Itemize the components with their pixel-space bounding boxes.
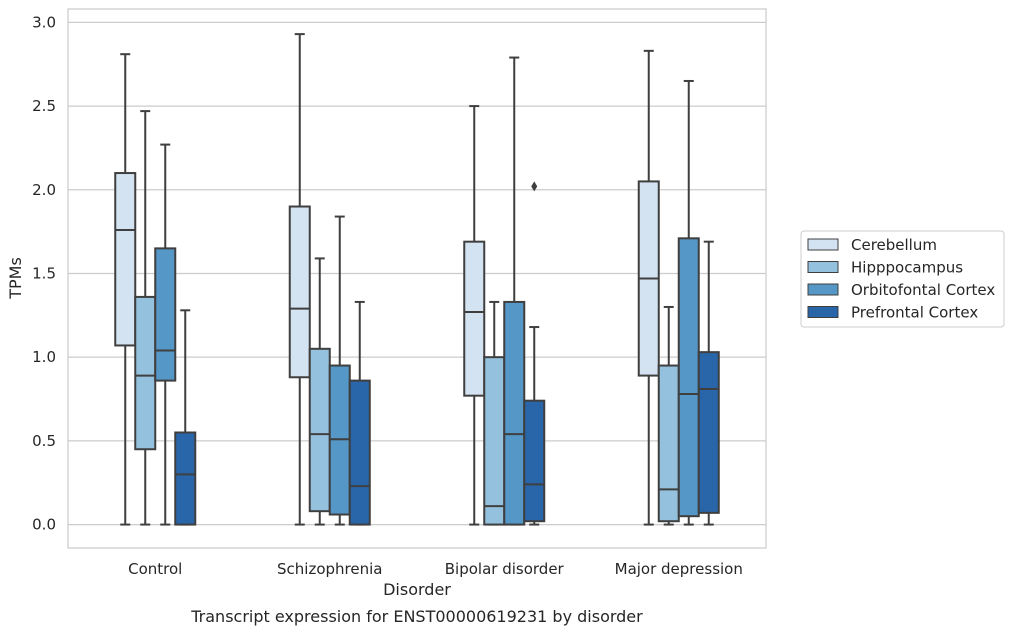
box-group xyxy=(637,49,660,526)
box-group xyxy=(503,56,526,526)
box-group xyxy=(697,240,720,526)
box xyxy=(657,364,680,523)
y-tick-label: 1.0 xyxy=(32,348,56,366)
x-tick-label: Major depression xyxy=(615,560,743,578)
legend-swatch xyxy=(807,238,839,251)
y-tick-label: 2.0 xyxy=(32,181,56,199)
boxes xyxy=(114,33,720,526)
x-tick-label: Bipolar disorder xyxy=(445,560,565,578)
box xyxy=(154,247,177,382)
x-tick-label: Control xyxy=(128,560,182,578)
y-tick-label: 3.0 xyxy=(32,13,56,31)
outlier-point xyxy=(531,181,538,192)
box xyxy=(348,379,371,526)
box xyxy=(463,240,486,397)
legend-label: Prefrontal Cortex xyxy=(851,304,978,322)
box-group xyxy=(288,33,311,526)
x-tick-label: Schizophrenia xyxy=(277,560,382,578)
box xyxy=(288,205,311,379)
box xyxy=(523,399,546,523)
legend-swatch xyxy=(807,261,839,273)
box xyxy=(677,237,700,518)
y-tick-label: 1.5 xyxy=(32,264,56,282)
box xyxy=(174,431,197,526)
box xyxy=(134,295,157,451)
box-group xyxy=(114,53,137,526)
box-group xyxy=(348,300,371,526)
box xyxy=(308,347,331,513)
x-axis-ticks: Control Schizophrenia Bipolar disorder Majo… xyxy=(128,560,743,578)
y-axis-title: TPMs xyxy=(6,257,25,300)
box-group xyxy=(463,105,486,526)
chart-caption: Transcript expression for ENST0000061923… xyxy=(190,607,643,626)
legend: Cerebellum Hipppocampus Orbitofontal Corte… xyxy=(800,230,1005,328)
y-tick-label: 2.5 xyxy=(32,97,56,115)
box xyxy=(114,172,137,347)
legend-label: Cerebellum xyxy=(851,236,937,254)
box xyxy=(483,356,506,526)
y-tick-label: 0.5 xyxy=(32,432,56,450)
box xyxy=(503,300,526,526)
legend-swatch xyxy=(807,306,839,318)
y-axis-ticks: 0.0 0.5 1.0 1.5 2.0 2.5 3.0 xyxy=(32,13,56,533)
legend-label: Orbitofontal Cortex xyxy=(851,281,995,299)
box-group xyxy=(154,143,177,526)
box-group xyxy=(174,309,197,526)
box xyxy=(697,351,720,514)
box-group xyxy=(523,181,546,526)
legend-swatch xyxy=(807,283,839,296)
legend-frame xyxy=(800,230,1005,328)
plot-area-frame xyxy=(67,8,767,549)
x-axis-title: Disorder xyxy=(383,580,451,599)
y-tick-label: 0.0 xyxy=(32,516,56,534)
legend-label: Hipppocampus xyxy=(851,259,963,277)
